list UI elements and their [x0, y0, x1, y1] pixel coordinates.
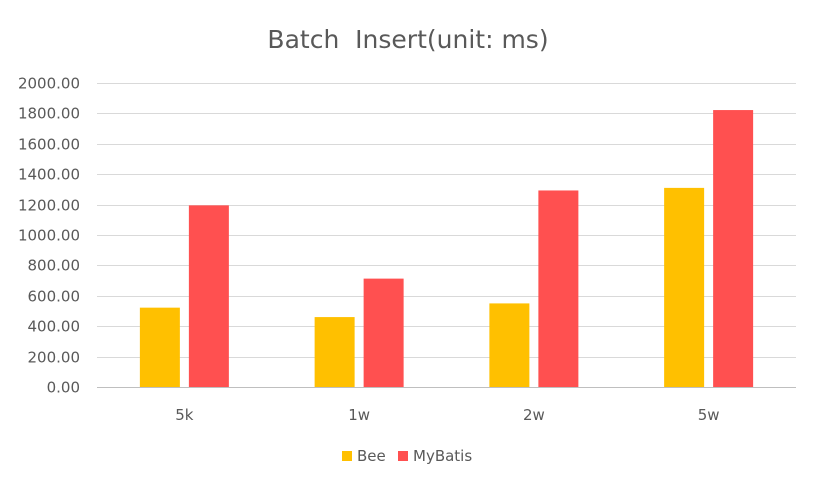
y-tick-label: 800.00 — [28, 257, 81, 275]
x-tick-label: 5w — [698, 406, 720, 424]
x-tick-label: 5k — [175, 406, 194, 424]
legend-label-mybatis: MyBatis — [413, 447, 472, 465]
x-axis-tick-labels: 5k 1w 2w 5w — [175, 406, 719, 424]
legend: Bee MyBatis — [342, 447, 472, 465]
y-axis-tick-labels: 0.00 200.00 400.00 600.00 800.00 1000.00 1200.… — [18, 75, 80, 397]
bar-bee-2w — [489, 303, 530, 387]
bar-mybatis-1w — [363, 278, 404, 387]
y-tick-label: 0.00 — [47, 379, 80, 397]
y-tick-label: 1400.00 — [18, 166, 80, 184]
bar-bee-1w — [314, 317, 355, 387]
chart-title: Batch Insert(unit: ms) — [267, 25, 548, 54]
y-tick-label: 1200.00 — [18, 197, 80, 215]
bar-mybatis-5k — [188, 205, 229, 387]
legend-label-bee: Bee — [357, 447, 386, 465]
y-tick-label: 2000.00 — [18, 75, 80, 93]
y-tick-label: 1800.00 — [18, 105, 80, 123]
bar-mybatis-5w — [713, 110, 754, 387]
bar-bee-5k — [139, 307, 180, 387]
y-tick-label: 1600.00 — [18, 136, 80, 154]
y-tick-label: 600.00 — [28, 288, 81, 306]
y-tick-label: 400.00 — [28, 318, 81, 336]
legend-swatch-bee — [342, 451, 352, 461]
bars — [139, 110, 754, 387]
y-tick-label: 1000.00 — [18, 227, 80, 245]
bar-bee-5w — [664, 187, 705, 387]
legend-swatch-mybatis — [398, 451, 408, 461]
x-tick-label: 1w — [348, 406, 370, 424]
y-tick-label: 200.00 — [28, 349, 81, 367]
bar-mybatis-2w — [538, 190, 579, 387]
x-tick-label: 2w — [523, 406, 545, 424]
